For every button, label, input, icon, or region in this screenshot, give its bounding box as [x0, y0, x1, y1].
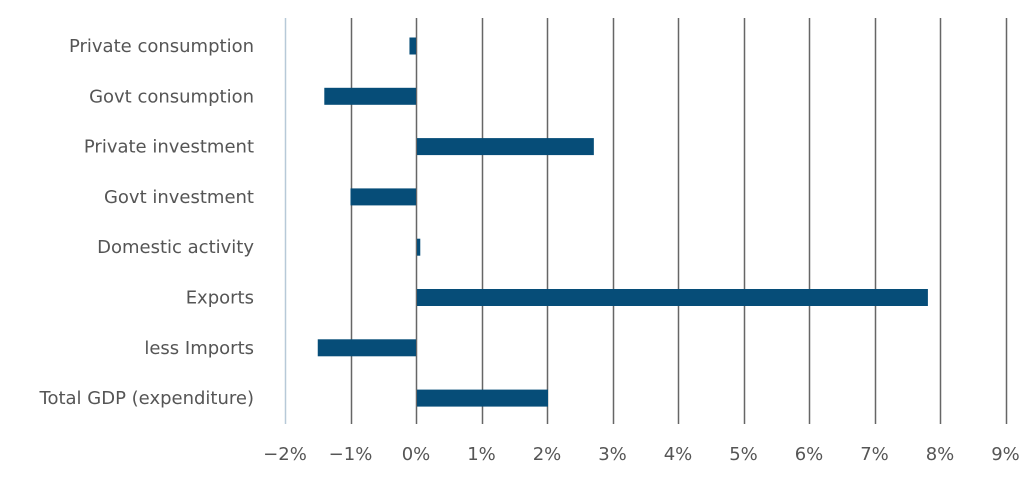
x-tick-label: 5% [729, 444, 758, 465]
bar [317, 339, 416, 357]
x-tick-label: 4% [664, 444, 693, 465]
x-tick-label: −1% [329, 444, 373, 465]
x-tick-label: 2% [533, 444, 562, 465]
bar [417, 238, 421, 256]
category-label: Private consumption [69, 36, 254, 57]
category-label: Domestic activity [97, 237, 254, 258]
x-tick-label: 1% [467, 444, 496, 465]
x-tick-labels: −2% −1% 0% 1% 2% 3% 4% 5% 6% 7% 8% 9% [263, 444, 1020, 465]
category-labels: Private consumption Govt consumption Priva… [39, 36, 255, 409]
bar [417, 138, 594, 156]
bar [324, 87, 416, 105]
x-tick-label: −2% [263, 444, 307, 465]
category-label: Exports [186, 288, 254, 309]
category-label: Govt consumption [89, 86, 254, 107]
x-tick-label: 8% [926, 444, 955, 465]
category-label: Total GDP (expenditure) [39, 388, 254, 409]
bar [417, 389, 548, 407]
category-label: less Imports [144, 338, 254, 359]
x-tick-label: 3% [598, 444, 627, 465]
bar [409, 37, 416, 55]
x-tick-label: 0% [402, 444, 431, 465]
x-tick-label: 6% [795, 444, 824, 465]
gridlines [284, 18, 1008, 424]
x-tick-label: 9% [991, 444, 1020, 465]
x-tick-label: 7% [860, 444, 889, 465]
bars [317, 37, 928, 407]
category-label: Private investment [84, 137, 254, 158]
bar [417, 289, 928, 306]
bar [350, 188, 416, 206]
category-label: Govt investment [104, 187, 254, 208]
